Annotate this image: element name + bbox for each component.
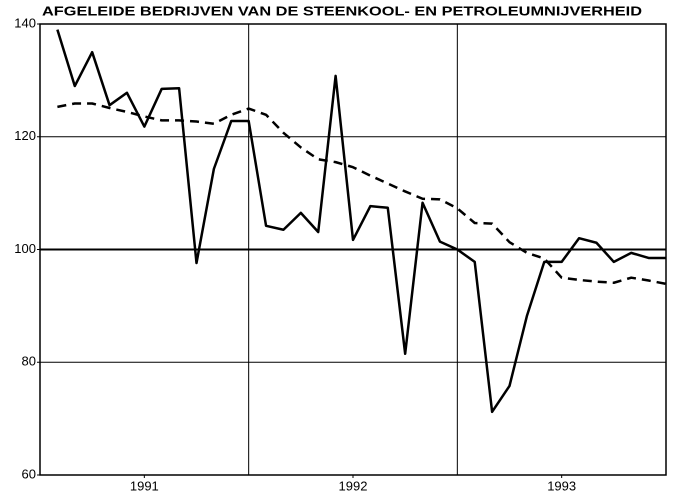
x-tick-label: 1992 — [339, 478, 368, 493]
y-tick-label: 60 — [22, 466, 36, 481]
x-tick-label: 1991 — [130, 478, 159, 493]
y-tick-label: 80 — [22, 354, 36, 369]
x-tick-label: 1993 — [547, 478, 576, 493]
y-tick-label: 140 — [14, 15, 36, 30]
data-line — [56, 29, 666, 414]
data-line — [57, 102, 667, 286]
y-tick-label: 100 — [14, 241, 36, 256]
chart-title: AFGELEIDE BEDRIJVEN VAN DE STEENKOOL- EN… — [42, 3, 642, 18]
y-tick-label: 120 — [14, 128, 36, 143]
